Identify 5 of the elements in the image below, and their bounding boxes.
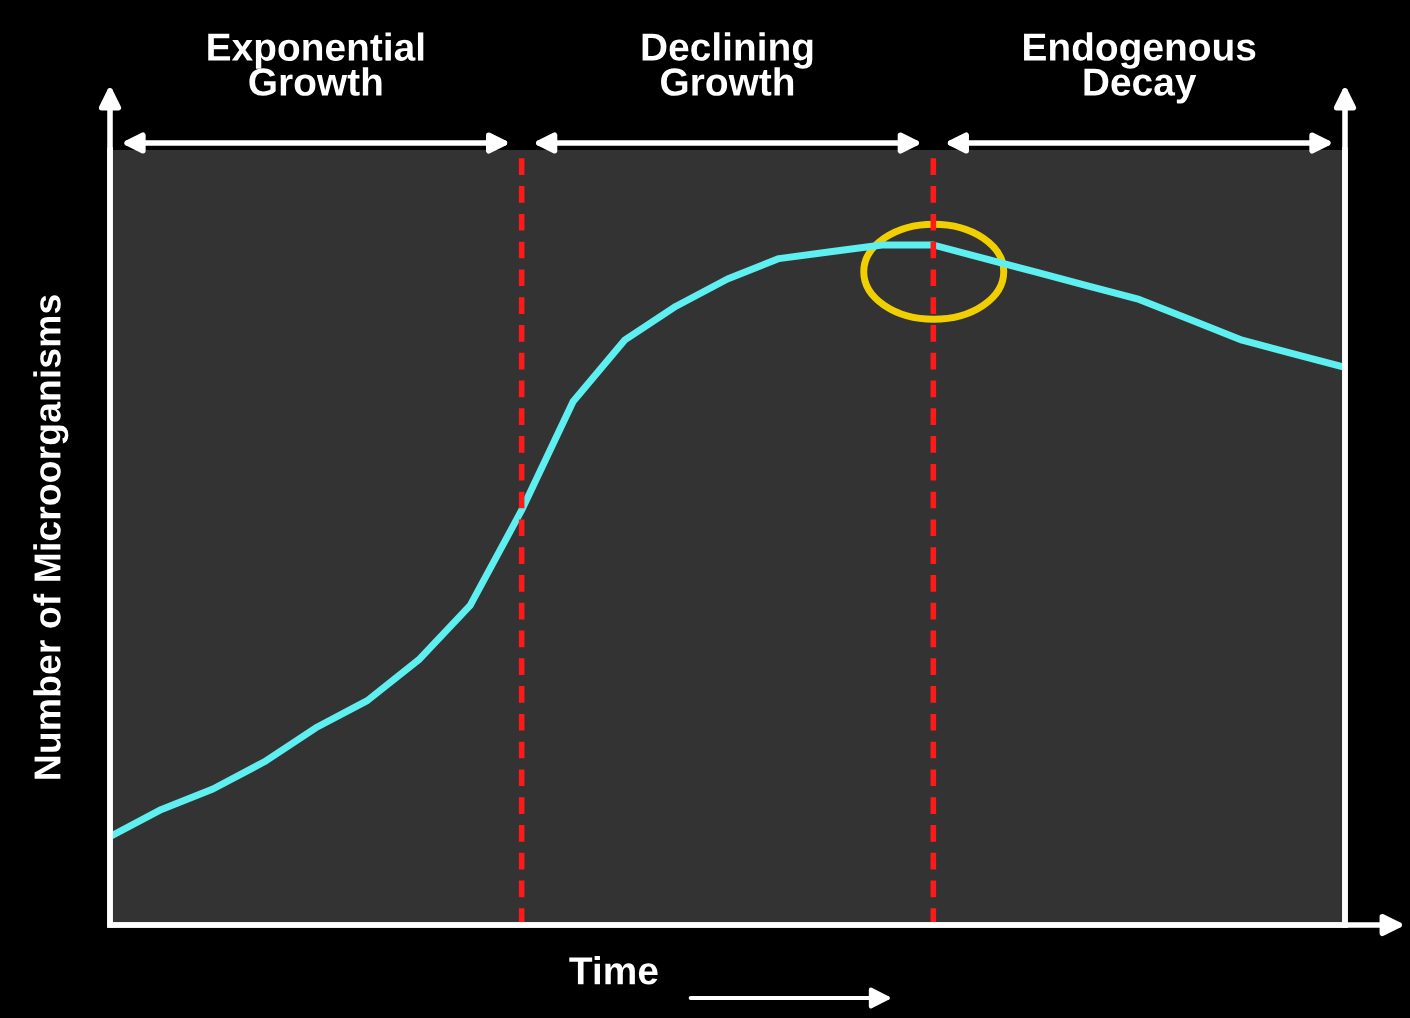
text: Exponential Growth bbox=[208, 32, 424, 96]
y-axis-title: Number of Microorganisms bbox=[33, 295, 69, 779]
x-axis-title: Time bbox=[569, 956, 658, 985]
text: Declining Growth bbox=[642, 32, 813, 96]
text: Endogenous Decay bbox=[1024, 32, 1256, 104]
